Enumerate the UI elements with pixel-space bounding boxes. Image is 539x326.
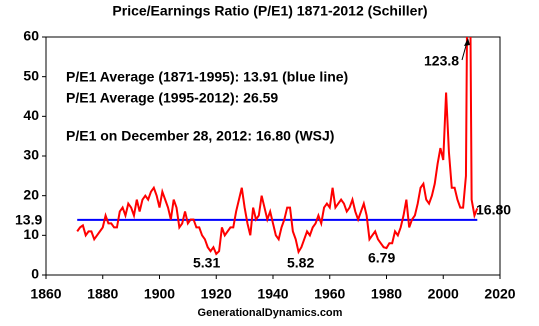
y-tick-label: 0 [31,266,39,282]
annotation: 13.9 [15,212,42,228]
x-tick-label: 1920 [201,286,232,302]
annotation: P/E1 Average (1871-1995): 13.91 (blue li… [66,69,348,85]
x-tick-label: 1940 [257,286,288,302]
y-tick-label: 20 [23,186,39,202]
y-tick-label: 50 [23,67,39,83]
source: GenerationalDynamics.com [198,307,343,319]
x-tick-label: 1880 [87,286,118,302]
y-tick-label: 30 [23,147,39,163]
x-tick-label: 2000 [428,286,459,302]
annotation: 5.31 [193,255,220,271]
x-tick-label: 1960 [314,286,345,302]
y-tick-label: 10 [23,226,39,242]
y-tick-label: 60 [23,28,39,44]
annotation: 123.8 [424,53,459,69]
chart-title: Price/Earnings Ratio (P/E1) 1871-2012 (S… [112,3,427,19]
annotation: 6.79 [368,250,395,266]
annotation: 16.80 [476,202,511,218]
annotation: P/E1 Average (1995-2012): 26.59 [66,90,278,106]
x-tick-label: 1900 [144,286,175,302]
annotation: P/E1 on December 28, 2012: 16.80 (WSJ) [66,128,334,144]
y-tick-label: 40 [23,107,39,123]
x-tick-label: 1980 [371,286,402,302]
x-tick-label: 2020 [484,286,515,302]
annotation: 5.82 [287,255,314,271]
x-tick-label: 1860 [30,286,61,302]
peak-arrowhead [464,38,470,46]
pe-line [76,37,479,256]
